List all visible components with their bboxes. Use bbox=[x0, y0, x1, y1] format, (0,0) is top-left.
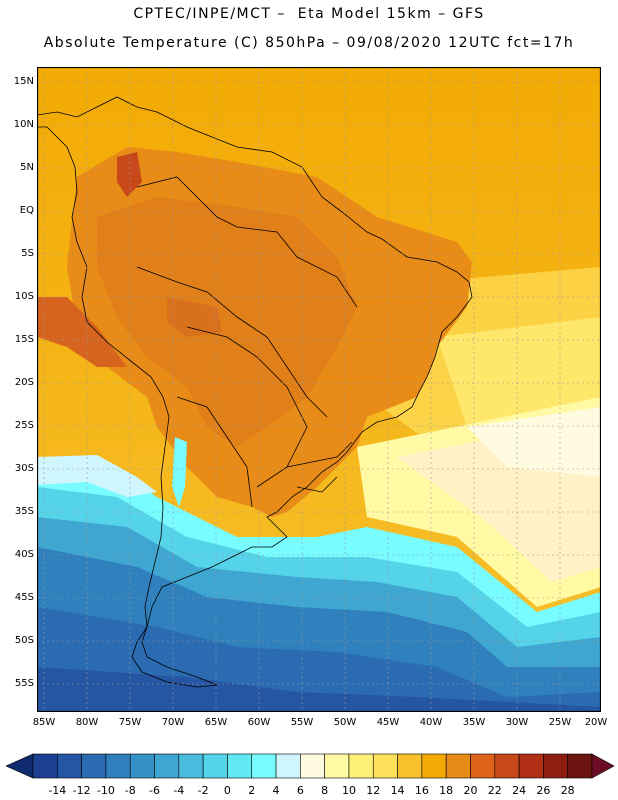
colorbar-cell bbox=[202, 753, 228, 779]
lon-label: 75W bbox=[118, 717, 142, 728]
colorbar-label: 8 bbox=[321, 784, 329, 797]
colorbar-cell bbox=[251, 753, 277, 779]
colorbar-label: 18 bbox=[439, 784, 454, 797]
colorbar-cells bbox=[5, 753, 615, 779]
lat-lon-grid bbox=[37, 67, 601, 712]
colorbar-cell bbox=[300, 753, 325, 779]
colorbar-label: 2 bbox=[248, 784, 256, 797]
temperature-map bbox=[37, 67, 601, 712]
colorbar-cell bbox=[445, 753, 471, 779]
colorbar-cell bbox=[154, 753, 180, 779]
colorbar-cell bbox=[178, 753, 204, 779]
colorbar-label: -2 bbox=[197, 784, 209, 797]
lat-label: 20S bbox=[14, 377, 34, 388]
colorbar-cell bbox=[567, 753, 593, 779]
lon-label: 20W bbox=[584, 717, 608, 728]
colorbar-label: 0 bbox=[223, 784, 231, 797]
colorbar bbox=[5, 753, 615, 779]
colorbar-cell bbox=[372, 753, 398, 779]
lon-label: 85W bbox=[32, 717, 56, 728]
title-line-1: CPTEC/INPE/MCT – Eta Model 15km – GFS bbox=[133, 6, 485, 22]
lat-label: 5S bbox=[21, 248, 34, 259]
colorbar-label: -6 bbox=[149, 784, 160, 797]
lat-label: 25S bbox=[14, 420, 34, 431]
colorbar-label: 4 bbox=[272, 784, 280, 797]
colorbar-cell bbox=[105, 753, 131, 779]
lat-label: 5N bbox=[20, 162, 34, 173]
lat-label: 10S bbox=[14, 291, 34, 302]
colorbar-cell bbox=[494, 753, 520, 779]
colorbar-label: 14 bbox=[390, 784, 405, 797]
colorbar-label: 12 bbox=[366, 784, 381, 797]
coastlines-borders bbox=[37, 96, 473, 688]
lat-label: 40S bbox=[14, 549, 34, 560]
lon-label: 25W bbox=[548, 717, 572, 728]
lon-label: 35W bbox=[462, 717, 486, 728]
temperature-field bbox=[37, 67, 601, 712]
colorbar-label: 6 bbox=[296, 784, 304, 797]
lat-label: EQ bbox=[19, 205, 34, 216]
lat-label: 50S bbox=[14, 635, 34, 646]
colorbar-cell bbox=[518, 753, 544, 779]
lon-label: 30W bbox=[505, 717, 529, 728]
lat-label: 15N bbox=[13, 76, 34, 87]
colorbar-label: 28 bbox=[560, 784, 575, 797]
colorbar-label: -10 bbox=[96, 784, 115, 797]
colorbar-left-arrow bbox=[5, 753, 34, 779]
colorbar-cell bbox=[227, 753, 253, 779]
colorbar-cell bbox=[81, 753, 107, 779]
lat-label: 55S bbox=[14, 678, 34, 689]
colorbar-label: 10 bbox=[341, 784, 356, 797]
colorbar-right-arrow bbox=[591, 753, 615, 779]
colorbar-label: 24 bbox=[512, 784, 527, 797]
lat-label: 35S bbox=[14, 506, 34, 517]
colorbar-cell bbox=[57, 753, 82, 779]
colorbar-label: -4 bbox=[173, 784, 185, 797]
colorbar-cell bbox=[275, 753, 301, 779]
colorbar-label: 22 bbox=[487, 784, 502, 797]
title-line-2: Absolute Temperature (C) 850hPa – 09/08/… bbox=[43, 35, 575, 51]
colorbar-cell bbox=[324, 753, 350, 779]
colorbar-cell bbox=[397, 753, 423, 779]
colorbar-cell bbox=[32, 753, 58, 779]
colorbar-label: -14 bbox=[48, 784, 67, 797]
lon-label: 40W bbox=[419, 717, 443, 728]
colorbar-cell bbox=[348, 753, 374, 779]
lat-label: 15S bbox=[14, 334, 34, 345]
lon-label: 60W bbox=[247, 717, 271, 728]
lon-label: 65W bbox=[204, 717, 228, 728]
colorbar-label: -8 bbox=[124, 784, 136, 797]
colorbar-label: 26 bbox=[536, 784, 551, 797]
colorbar-cell bbox=[543, 753, 568, 779]
lon-label: 80W bbox=[75, 717, 99, 728]
colorbar-label: -12 bbox=[72, 784, 91, 797]
lon-label: 70W bbox=[161, 717, 185, 728]
lat-label: 45S bbox=[14, 592, 34, 603]
map-border bbox=[37, 67, 601, 712]
lon-label: 45W bbox=[376, 717, 400, 728]
lon-label: 50W bbox=[333, 717, 357, 728]
colorbar-label: 16 bbox=[414, 784, 429, 797]
lon-label: 55W bbox=[290, 717, 314, 728]
lat-label: 30S bbox=[14, 463, 34, 474]
lat-label: 10N bbox=[13, 119, 34, 130]
colorbar-cell bbox=[129, 753, 155, 779]
colorbar-cell bbox=[421, 753, 447, 779]
colorbar-label: 20 bbox=[463, 784, 478, 797]
colorbar-cell bbox=[470, 753, 496, 779]
